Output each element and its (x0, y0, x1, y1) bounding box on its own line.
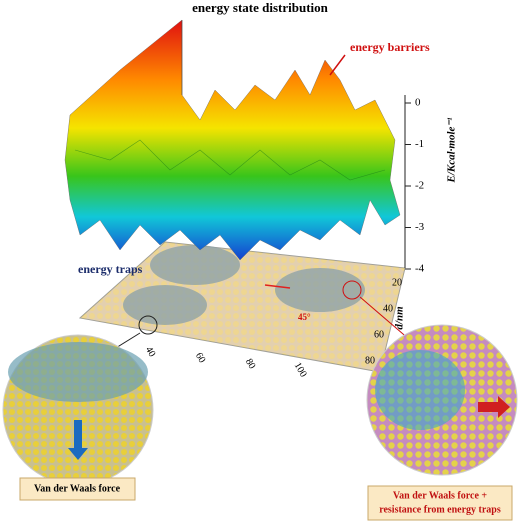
leader (359, 296, 411, 341)
front-tick-label: 80 (243, 357, 258, 371)
marker-circle (342, 280, 362, 300)
surface-mesh (74, 139, 386, 181)
energy-surface (64, 19, 401, 261)
side-tick-label: 20 (392, 277, 402, 288)
angle-label: 45° (298, 312, 311, 322)
caption: resistance from energy traps (379, 504, 501, 515)
arrow (264, 284, 291, 289)
side-tick-label: 80 (365, 355, 375, 366)
caption: Van der Waals force + (393, 490, 488, 501)
inset-cluster (8, 342, 148, 402)
marker-circle (138, 315, 158, 335)
side-tick-label: 60 (374, 329, 384, 340)
z-axis-label: E/Kcal·mole⁻¹ (446, 117, 458, 183)
side-tick-label: 40 (383, 303, 393, 314)
caption-box (19, 477, 136, 501)
inset-arrow-head (498, 396, 510, 418)
arrow (329, 54, 346, 76)
title: energy state distribution (192, 0, 329, 15)
z-tick-label: -2 (415, 180, 424, 192)
z-tick-label: -3 (415, 221, 425, 233)
front-tick-label: 100 (292, 361, 309, 379)
barriers-label: energy barriers (350, 40, 430, 54)
inset-arrow (74, 420, 82, 448)
cluster (150, 245, 240, 285)
side-axis-label: d/nm (394, 306, 406, 330)
front-tick-label: 40 (143, 345, 158, 359)
inset-arrow (478, 402, 498, 412)
z-tick-label: -4 (415, 263, 425, 275)
inset-arrow-head (68, 448, 88, 460)
inset-cluster (375, 350, 465, 430)
traps-label: energy traps (78, 262, 143, 276)
cluster (123, 285, 207, 325)
cluster (275, 268, 365, 312)
z-tick-label: -1 (415, 138, 424, 150)
z-tick-label: 0 (415, 97, 421, 109)
front-tick-label: 60 (193, 351, 208, 365)
caption: Van der Waals force (34, 483, 121, 494)
caption-box (367, 485, 513, 521)
